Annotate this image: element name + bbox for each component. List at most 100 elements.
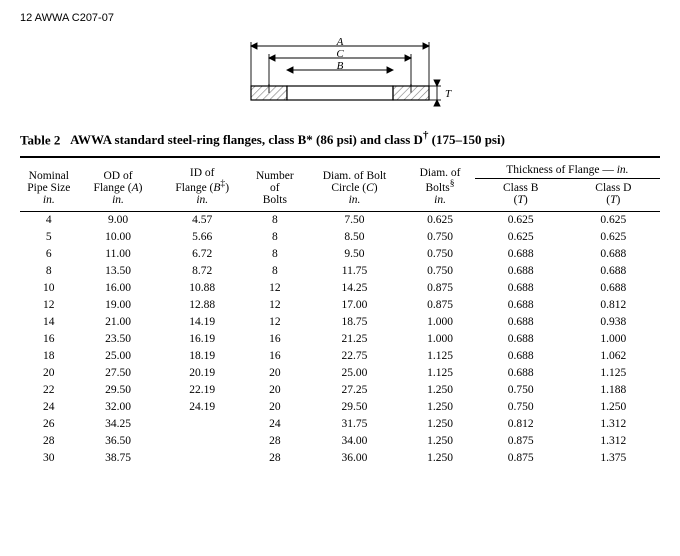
table-cell: 8.72 xyxy=(158,263,246,280)
table-cell: 0.688 xyxy=(475,365,567,382)
table-cell: 1.250 xyxy=(405,416,474,433)
table-cell: 18.19 xyxy=(158,348,246,365)
table-cell: 29.50 xyxy=(304,399,406,416)
table-cell: 11.00 xyxy=(78,246,159,263)
table-cell: 10.00 xyxy=(78,229,159,246)
table-cell: 27.25 xyxy=(304,382,406,399)
col-head-boltdiam: Diam. of Bolts§ in. xyxy=(405,161,474,209)
table-cell: 1.000 xyxy=(405,314,474,331)
table-row: 2836.502834.001.2500.8751.312 xyxy=(20,433,660,450)
table-cell: 18.75 xyxy=(304,314,406,331)
col-head-thickness-group: Thickness of Flange — in. xyxy=(475,161,660,179)
table-cell: 0.688 xyxy=(475,263,567,280)
table-row: 1421.0014.191218.751.0000.6880.938 xyxy=(20,314,660,331)
table-cell: 16 xyxy=(246,331,304,348)
col-head-boltcircle: Diam. of Bolt Circle (C) in. xyxy=(304,161,406,209)
table-cell: 20 xyxy=(246,399,304,416)
table-cell: 12 xyxy=(246,314,304,331)
table-cell: 23.50 xyxy=(78,331,159,348)
table-cell: 36.50 xyxy=(78,433,159,450)
table-cell: 24 xyxy=(246,416,304,433)
table-cell xyxy=(158,416,246,433)
table-cell: 0.688 xyxy=(475,348,567,365)
table-cell: 1.250 xyxy=(405,433,474,450)
page-header: 12 AWWA C207-07 xyxy=(20,12,660,24)
table-cell: 22.19 xyxy=(158,382,246,399)
table-row: 2432.0024.192029.501.2500.7501.250 xyxy=(20,399,660,416)
table-cell: 38.75 xyxy=(78,450,159,467)
table-cell: 22.75 xyxy=(304,348,406,365)
table-cell: 24.19 xyxy=(158,399,246,416)
col-head-od: OD of Flange (A) in. xyxy=(78,161,159,209)
table-cell: 29.50 xyxy=(78,382,159,399)
table-cell: 34.00 xyxy=(304,433,406,450)
table-cell: 14 xyxy=(20,314,78,331)
table-cell: 16.19 xyxy=(158,331,246,348)
table-cell: 25.00 xyxy=(304,365,406,382)
table-cell: 0.812 xyxy=(567,297,660,314)
table-cell: 16 xyxy=(20,331,78,348)
table-cell: 7.50 xyxy=(304,211,406,229)
table-cell: 21.00 xyxy=(78,314,159,331)
table-cell: 32.00 xyxy=(78,399,159,416)
table-cell: 0.688 xyxy=(475,331,567,348)
col-head-id: ID of Flange (B‡) in. xyxy=(158,161,246,209)
table-cell: 0.625 xyxy=(475,229,567,246)
table-row: 813.508.72811.750.7500.6880.688 xyxy=(20,263,660,280)
table-row: 2027.5020.192025.001.1250.6881.125 xyxy=(20,365,660,382)
table-cell: 0.688 xyxy=(475,246,567,263)
dim-label-a: A xyxy=(336,38,344,48)
table-cell: 4 xyxy=(20,211,78,229)
table-row: 1219.0012.881217.000.8750.6880.812 xyxy=(20,297,660,314)
table-cell: 5 xyxy=(20,229,78,246)
table-cell: 18 xyxy=(20,348,78,365)
flange-diagram: A C B xyxy=(20,38,660,116)
table-cell: 0.688 xyxy=(567,263,660,280)
table-cell: 19.00 xyxy=(78,297,159,314)
table-cell: 12 xyxy=(246,280,304,297)
table-cell: 20.19 xyxy=(158,365,246,382)
table-cell: 0.625 xyxy=(567,229,660,246)
table-cell: 1.250 xyxy=(405,399,474,416)
table-row: 1623.5016.191621.251.0000.6881.000 xyxy=(20,331,660,348)
table-number: Table 2 xyxy=(20,132,60,147)
table-cell: 20 xyxy=(20,365,78,382)
table-row: 2634.252431.751.2500.8121.312 xyxy=(20,416,660,433)
table-cell: 1.125 xyxy=(567,365,660,382)
table-cell: 27.50 xyxy=(78,365,159,382)
table-row: 1016.0010.881214.250.8750.6880.688 xyxy=(20,280,660,297)
table-cell: 28 xyxy=(20,433,78,450)
table-cell: 12 xyxy=(246,297,304,314)
table-cell: 9.50 xyxy=(304,246,406,263)
table-cell: 1.000 xyxy=(567,331,660,348)
table-cell: 0.625 xyxy=(405,211,474,229)
table-cell: 0.750 xyxy=(405,246,474,263)
table-cell: 0.875 xyxy=(475,450,567,467)
table-cell: 1.250 xyxy=(567,399,660,416)
table-cell: 0.938 xyxy=(567,314,660,331)
table-cell: 10.88 xyxy=(158,280,246,297)
table-cell: 24 xyxy=(20,399,78,416)
table-cell: 16 xyxy=(246,348,304,365)
table-cell xyxy=(158,450,246,467)
table-cell: 0.812 xyxy=(475,416,567,433)
table-cell: 36.00 xyxy=(304,450,406,467)
table-cell: 21.25 xyxy=(304,331,406,348)
table-cell: 28 xyxy=(246,433,304,450)
table-cell: 6 xyxy=(20,246,78,263)
table-cell: 0.750 xyxy=(405,263,474,280)
table-cell: 8 xyxy=(20,263,78,280)
table-cell: 6.72 xyxy=(158,246,246,263)
table-cell: 0.750 xyxy=(475,382,567,399)
table-cell: 8 xyxy=(246,246,304,263)
table-cell: 1.062 xyxy=(567,348,660,365)
table-cell: 0.688 xyxy=(567,280,660,297)
table-cell: 0.688 xyxy=(475,297,567,314)
table-cell: 1.250 xyxy=(405,382,474,399)
table-cell: 25.00 xyxy=(78,348,159,365)
table-row: 2229.5022.192027.251.2500.7501.188 xyxy=(20,382,660,399)
table-cell: 13.50 xyxy=(78,263,159,280)
table-title: Table 2 AWWA standard steel-ring flanges… xyxy=(20,130,660,148)
table-cell: 0.875 xyxy=(405,280,474,297)
table-cell: 1.125 xyxy=(405,348,474,365)
